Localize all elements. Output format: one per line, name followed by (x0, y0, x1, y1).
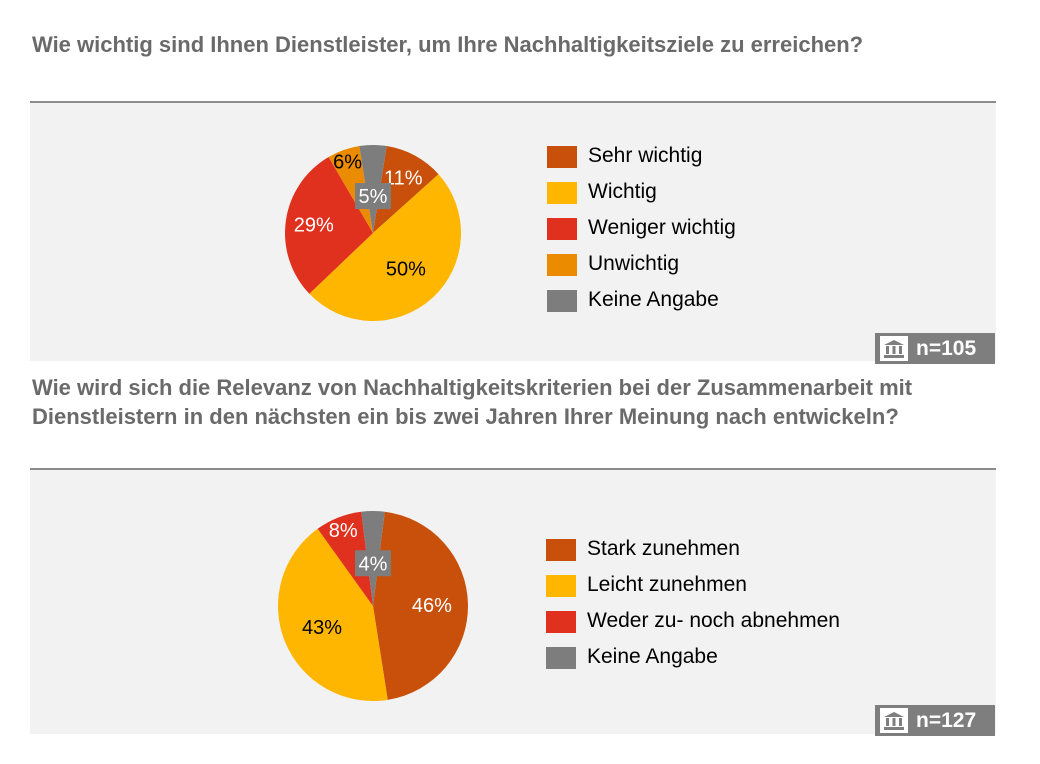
pie-label-sehr-wichtig: 11% (384, 167, 423, 189)
divider-2 (30, 468, 996, 470)
pie-label-wichtig: 50% (386, 259, 426, 281)
legend-label: Unwichtig (588, 252, 680, 275)
pie-slice-sehr-wichtig (373, 146, 439, 233)
legend-swatch (547, 254, 577, 276)
legend-swatch (546, 575, 576, 597)
legend-swatch (546, 539, 576, 561)
pie-label-box-keine-angabe (355, 183, 391, 210)
legend-2: Stark zunehmen Leicht zunehmen Weder zu- n… (546, 537, 840, 683)
institution-icon (880, 708, 908, 733)
legend-item-weniger-wichtig: Weniger wichtig (547, 216, 736, 254)
pie-slice-wichtig (309, 174, 462, 322)
pie-label-keine-angabe: 4% (359, 553, 388, 575)
pie-label-weder-zu-noch-abnehmen: 8% (329, 520, 358, 542)
pie-chart-2: 46% 43% 8%4% (278, 511, 469, 701)
question-title-1: Wie wichtig sind Ihnen Dienstleister, um… (32, 32, 864, 57)
legend-label: Keine Angabe (588, 288, 719, 311)
institution-icon (880, 336, 908, 361)
chart-panel-2 (30, 470, 996, 734)
sample-size-badge-1: n=105 (875, 333, 995, 364)
pie-slice-weder-zu-noch-abnehmen (317, 511, 373, 606)
legend-item-stark-zunehmen: Stark zunehmen (546, 537, 840, 575)
legend-item-keine-angabe: Keine Angabe (547, 288, 736, 326)
pie-label-leicht-zunehmen: 43% (302, 617, 342, 639)
legend-swatch (546, 647, 576, 669)
legend-1: Sehr wichtig Wichtig Weniger wichtig Unwich… (547, 144, 736, 326)
pie-label-keine-angabe: 5% (359, 186, 388, 208)
pie-chart-1: 11% 50% 29% 6% 5% (285, 145, 462, 322)
legend-item-keine-angabe: Keine Angabe (546, 645, 840, 683)
legend-label: Stark zunehmen (587, 537, 740, 560)
legend-item-leicht-zunehmen: Leicht zunehmen (546, 573, 840, 611)
question-title-2: Wie wird sich die Relevanz von Nachhalti… (32, 375, 913, 429)
pie-label-box-keine-angabe (355, 550, 391, 577)
legend-swatch (547, 290, 577, 312)
legend-item-weder-zu-noch-abnehmen: Weder zu- noch abnehmen (546, 609, 840, 647)
chart-panel-1 (30, 103, 996, 361)
pie-slice-unwichtig (328, 146, 373, 233)
pie-slice-leicht-zunehmen (278, 528, 388, 701)
pie-label-stark-zunehmen: 46% (412, 595, 452, 617)
legend-item-wichtig: Wichtig (547, 180, 736, 218)
pie-label-weniger-wichtig: 29% (294, 215, 334, 237)
legend-item-sehr-wichtig: Sehr wichtig (547, 144, 736, 182)
pie-label-unwichtig: 6% (333, 152, 362, 174)
legend-item-unwichtig: Unwichtig (547, 252, 736, 290)
legend-swatch (547, 182, 577, 204)
legend-label: Leicht zunehmen (587, 573, 747, 596)
sample-size-label-2: n=127 (916, 709, 977, 732)
pie-slice-stark-zunehmen (373, 511, 469, 700)
sample-size-label-1: n=105 (916, 337, 977, 360)
legend-label: Keine Angabe (587, 645, 718, 668)
legend-swatch (547, 146, 577, 168)
legend-label: Wichtig (588, 180, 657, 203)
legend-label: Sehr wichtig (588, 144, 703, 167)
legend-label: Weniger wichtig (588, 216, 736, 239)
pie-slice-weniger-wichtig (285, 157, 373, 294)
legend-label: Weder zu- noch abnehmen (587, 609, 840, 632)
sample-size-badge-2: n=127 (875, 705, 995, 736)
divider-1 (30, 101, 996, 103)
legend-swatch (547, 218, 577, 240)
legend-swatch (546, 611, 576, 633)
